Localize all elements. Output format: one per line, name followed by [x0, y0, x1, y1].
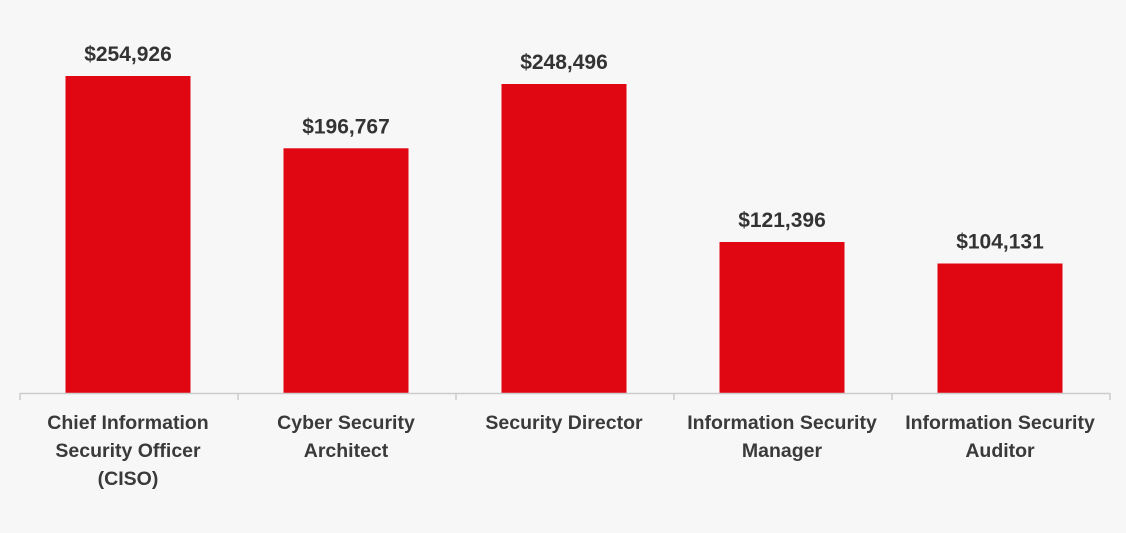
data-label-5: $104,131 — [956, 231, 1044, 254]
category-label-line: Manager — [742, 440, 823, 462]
data-label-2: $196,767 — [302, 115, 390, 138]
category-label-line: Cyber Security — [277, 412, 415, 434]
data-label-3: $248,496 — [520, 51, 608, 74]
data-label-4: $121,396 — [738, 209, 826, 232]
value-labels-layer: $254,926 $196,767 $248,496 $121,396 $104,131 — [84, 43, 1044, 254]
category-label-line: Security Officer — [55, 440, 201, 462]
category-label-line: Information Security — [905, 412, 1095, 434]
category-label-line: (CISO) — [98, 468, 159, 490]
category-labels-layer: Chief Information Security Officer (CISO)C… — [47, 412, 1095, 490]
category-label-5: Information Security Auditor — [905, 412, 1095, 462]
data-label-1: $254,926 — [84, 43, 172, 66]
category-label-3: Security Director — [485, 412, 643, 434]
category-label-1: Chief Information Security Officer (CISO) — [47, 412, 208, 490]
bars-layer — [65, 76, 1063, 393]
bar-3 — [501, 84, 627, 393]
category-label-line: Security Director — [485, 412, 643, 434]
category-label-line: Chief Information — [47, 412, 208, 434]
category-label-line: Information Security — [687, 412, 877, 434]
bar-4 — [719, 242, 845, 393]
category-label-line: Auditor — [965, 440, 1035, 462]
bar-5 — [937, 263, 1063, 393]
bar-1 — [65, 76, 191, 393]
bar-2 — [283, 148, 409, 393]
category-label-4: Information Security Manager — [687, 412, 877, 462]
category-label-line: Architect — [304, 440, 389, 462]
category-label-2: Cyber Security Architect — [277, 412, 415, 462]
x-axis — [19, 392, 1111, 400]
